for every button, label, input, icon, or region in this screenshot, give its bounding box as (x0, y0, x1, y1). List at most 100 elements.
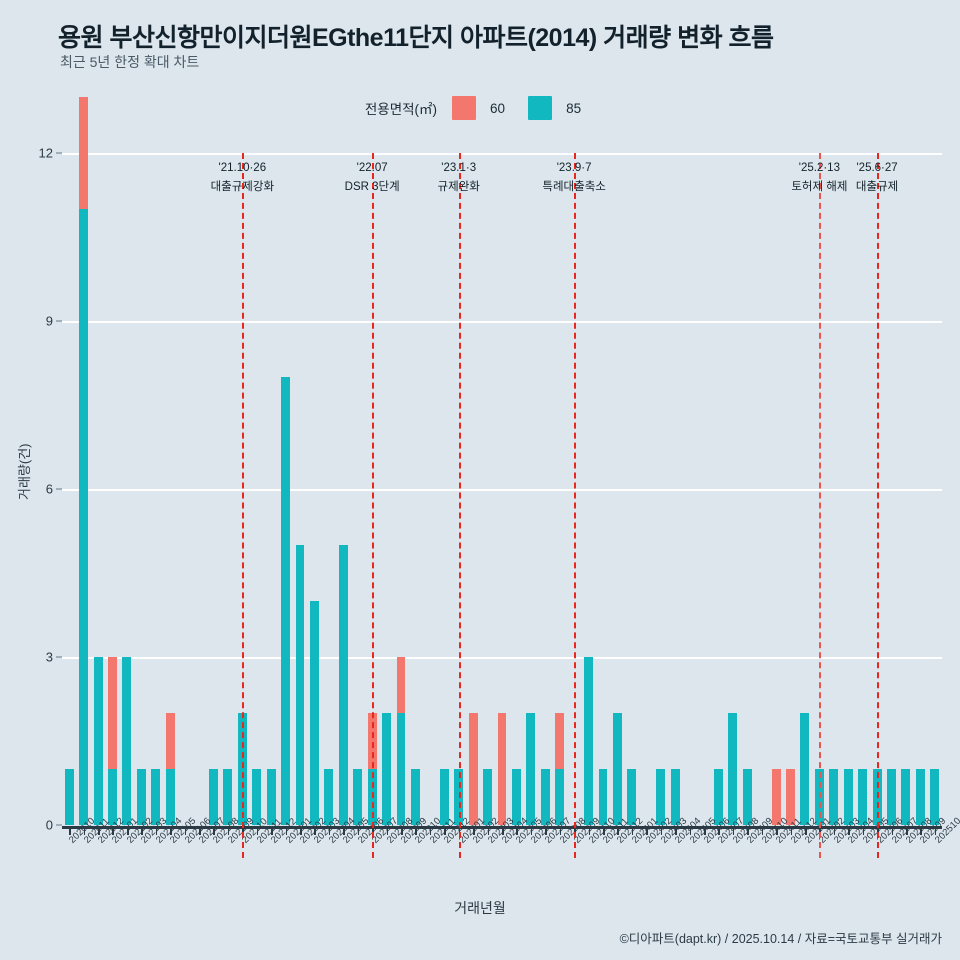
y-axis-title: 거래량(건) (17, 443, 32, 501)
bar-202204-85[interactable] (324, 769, 334, 825)
x-axis-tick (271, 826, 273, 835)
x-axis-tick (833, 826, 836, 835)
x-axis-tick (314, 826, 317, 835)
bar-202407-85[interactable] (713, 769, 723, 825)
bar-202205-85[interactable] (338, 545, 348, 825)
bar-202303-85[interactable] (483, 769, 493, 825)
bar-202103-85[interactable] (136, 769, 146, 825)
x-axis-tick (141, 826, 143, 835)
gridline (62, 321, 942, 323)
gridline (62, 153, 942, 155)
x-axis-tick (646, 826, 648, 835)
event-text: 토허제 해제 (791, 181, 848, 193)
bar-202505-85[interactable] (858, 769, 868, 825)
bar-202408-85[interactable] (728, 713, 738, 825)
bar-202302-60[interactable] (468, 713, 478, 825)
bar-202109-85[interactable] (223, 769, 233, 825)
bar-202404-85[interactable] (670, 769, 680, 825)
x-axis-tick (285, 826, 288, 835)
bar-202304-60[interactable] (497, 713, 507, 825)
page-title: 용원 부산신항만이지더원EGthe11단지 아파트(2014) 거래량 변화 흐… (58, 24, 774, 52)
event-date: '25.6·27 (856, 162, 898, 174)
bar-202112-85[interactable] (266, 769, 276, 825)
bar-202102-85[interactable] (122, 657, 132, 825)
bar-202504-85[interactable] (843, 769, 853, 825)
x-axis-tick (660, 826, 663, 835)
bar-202105-85[interactable] (165, 769, 175, 825)
x-axis-tick (631, 826, 634, 835)
gridline (62, 489, 942, 491)
event-label-202309: '23.9·7 특례대출축소 (542, 162, 605, 194)
bar-202111-85[interactable] (252, 769, 262, 825)
x-axis-tick (401, 826, 403, 835)
event-line-202301 (458, 153, 461, 858)
bar-202212-85[interactable] (439, 769, 449, 825)
x-axis-tick (516, 826, 519, 835)
bar-202010-85[interactable] (64, 769, 74, 825)
x-axis-tick (444, 826, 446, 835)
plot-area: 0 3 6 9 12 (39, 97, 942, 833)
bar-202412-60[interactable] (786, 769, 795, 825)
bar-202308-60[interactable] (555, 713, 565, 769)
bar-202210-85[interactable] (410, 769, 420, 825)
bar-202012-85[interactable] (93, 657, 103, 825)
bar-202202-85[interactable] (295, 545, 305, 825)
event-text: 규제완화 (437, 181, 480, 193)
y-axis-tick-label: 3 (45, 649, 53, 665)
x-axis-tick (848, 826, 850, 835)
bar-202401-85[interactable] (627, 769, 637, 825)
event-text: 대출규제 (855, 181, 899, 193)
event-label-202506: '25.6·27 대출규제 (856, 162, 898, 194)
x-axis-tick (617, 826, 619, 835)
bar-202305-85[interactable] (511, 769, 521, 825)
event-line-202110 (242, 153, 245, 858)
bar-202108-85[interactable] (209, 769, 218, 825)
bar-202308-85[interactable] (555, 769, 565, 825)
x-axis-tick (98, 826, 100, 835)
bar-202502-85[interactable] (814, 769, 824, 825)
bar-202409-85[interactable] (742, 769, 752, 825)
bar-202208-85[interactable] (382, 713, 392, 825)
bar-202501-85[interactable] (800, 713, 810, 825)
bar-202209-60[interactable] (396, 657, 406, 713)
bar-202403-85[interactable] (656, 769, 666, 825)
x-axis-tick (112, 826, 115, 835)
event-line-202506 (877, 153, 880, 858)
bar-202508-85[interactable] (901, 769, 911, 825)
bar-202307-85[interactable] (540, 769, 550, 825)
x-axis-title: 거래년월 (454, 900, 506, 916)
bar-202209-85[interactable] (396, 713, 406, 825)
x-axis-tick (357, 826, 360, 835)
bar-202105-60[interactable] (165, 713, 175, 769)
event-date: '23.9·7 (556, 162, 592, 174)
bar-202312-85[interactable] (612, 713, 622, 825)
bar-202206-85[interactable] (353, 769, 363, 825)
x-axis-tick (891, 826, 894, 835)
bar-202011-85[interactable] (79, 209, 89, 825)
x-axis-tick (776, 826, 778, 835)
bar-202301-85[interactable] (454, 769, 464, 825)
event-label-202502: '25.2·13 토허제 해제 (791, 162, 847, 194)
bar-202101-85[interactable] (108, 769, 117, 825)
x-axis-tick (602, 826, 605, 835)
event-text: DSR 3단계 (344, 181, 400, 193)
bar-202510-85[interactable] (930, 769, 940, 825)
x-axis-tick (761, 826, 764, 835)
x-axis-tick (790, 826, 793, 835)
bar-202101-60[interactable] (108, 657, 117, 769)
x-axis-tick (415, 826, 418, 835)
bar-202411-60[interactable] (771, 769, 781, 825)
chart-legend: 전용면적(㎡) 60 85 (0, 96, 960, 120)
bar-202306-85[interactable] (526, 713, 536, 825)
bar-202011-60[interactable] (79, 97, 89, 209)
bar-202104-85[interactable] (151, 769, 161, 825)
legend-title: 전용면적(㎡) (364, 102, 438, 117)
bar-202201-85[interactable] (281, 377, 291, 825)
bar-202509-85[interactable] (915, 769, 925, 825)
bar-202507-85[interactable] (887, 769, 896, 825)
bar-202503-85[interactable] (829, 769, 839, 825)
bar-202311-85[interactable] (598, 769, 608, 825)
x-axis-tick (905, 826, 908, 835)
bar-202310-85[interactable] (584, 657, 594, 825)
bar-202203-85[interactable] (309, 601, 319, 825)
